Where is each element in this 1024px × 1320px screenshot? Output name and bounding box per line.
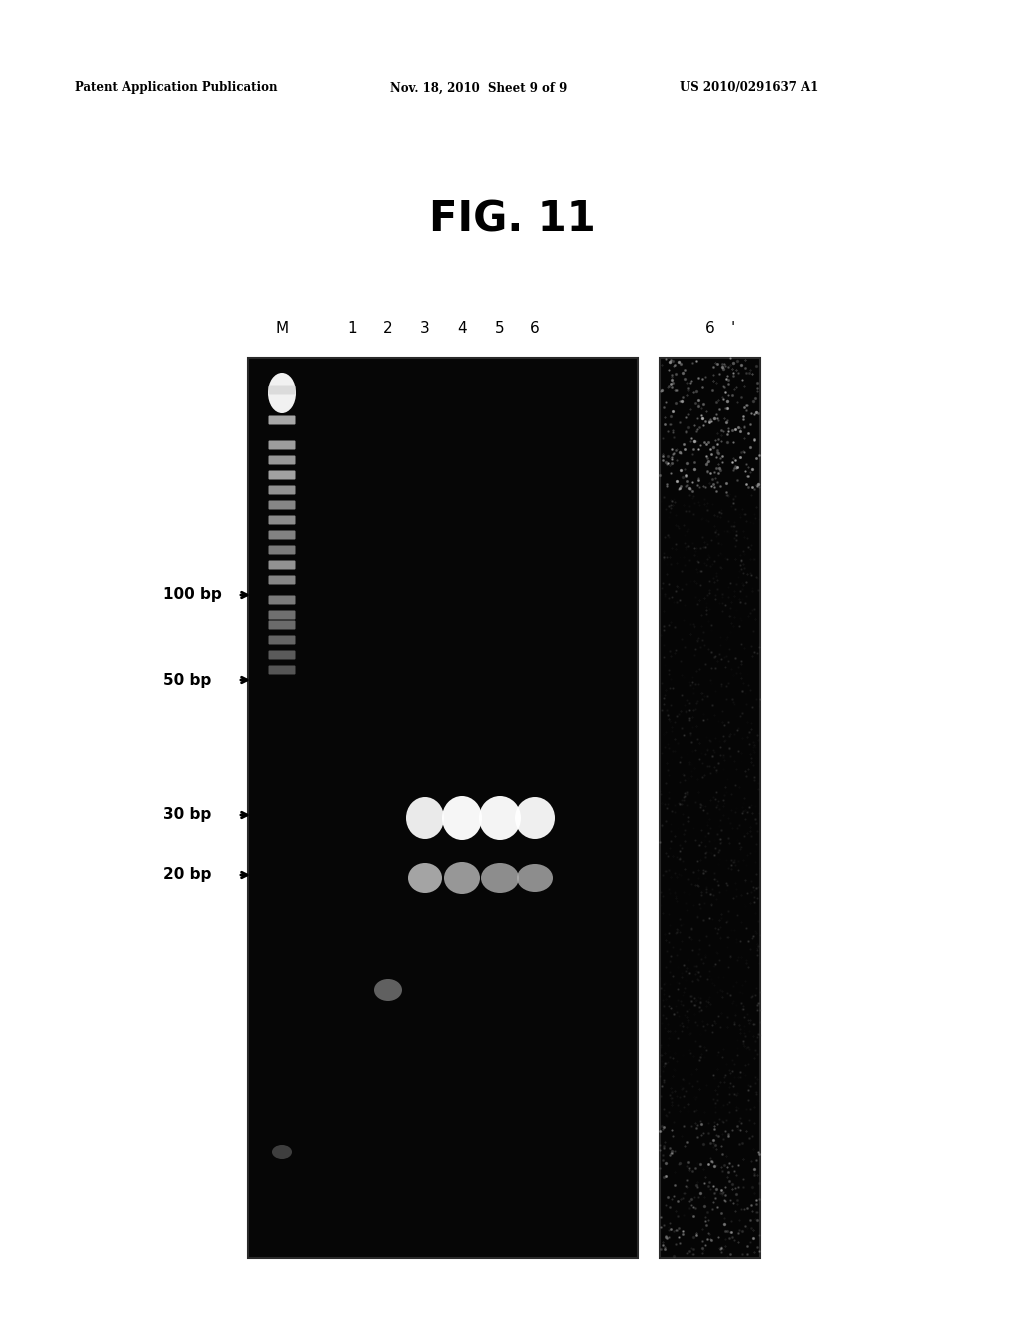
FancyBboxPatch shape [268,610,296,619]
FancyBboxPatch shape [268,470,296,479]
Bar [660,358,760,1258]
FancyBboxPatch shape [268,500,296,510]
Text: ': ' [731,321,735,337]
Ellipse shape [444,862,480,894]
Ellipse shape [268,374,296,413]
Text: 6: 6 [706,321,715,337]
Text: 30 bp: 30 bp [163,808,211,822]
Ellipse shape [517,865,553,892]
Bar [248,358,638,1258]
Text: 20 bp: 20 bp [163,867,211,883]
Text: 50 bp: 50 bp [163,672,211,688]
FancyBboxPatch shape [268,416,296,425]
Text: 4: 4 [457,321,467,337]
FancyBboxPatch shape [268,486,296,495]
Text: 5: 5 [496,321,505,337]
FancyBboxPatch shape [268,665,296,675]
FancyBboxPatch shape [268,516,296,524]
FancyBboxPatch shape [268,545,296,554]
Text: 3: 3 [420,321,430,337]
Text: 100 bp: 100 bp [163,587,222,602]
FancyBboxPatch shape [268,635,296,644]
Ellipse shape [374,979,402,1001]
Ellipse shape [479,796,521,840]
FancyBboxPatch shape [268,455,296,465]
Ellipse shape [515,797,555,840]
Text: Patent Application Publication: Patent Application Publication [75,82,278,95]
FancyBboxPatch shape [268,620,296,630]
FancyBboxPatch shape [268,576,296,585]
FancyBboxPatch shape [268,441,296,450]
Text: Nov. 18, 2010  Sheet 9 of 9: Nov. 18, 2010 Sheet 9 of 9 [390,82,567,95]
FancyBboxPatch shape [268,385,296,395]
FancyBboxPatch shape [268,595,296,605]
Text: FIG. 11: FIG. 11 [429,199,595,242]
Ellipse shape [442,796,482,840]
Ellipse shape [406,797,444,840]
Text: 2: 2 [383,321,393,337]
Text: 6: 6 [530,321,540,337]
Text: M: M [275,321,289,337]
FancyBboxPatch shape [268,561,296,569]
FancyBboxPatch shape [268,531,296,540]
Ellipse shape [272,1144,292,1159]
FancyBboxPatch shape [268,651,296,660]
Text: US 2010/0291637 A1: US 2010/0291637 A1 [680,82,818,95]
Ellipse shape [481,863,519,894]
Text: 1: 1 [347,321,356,337]
Ellipse shape [408,863,442,894]
